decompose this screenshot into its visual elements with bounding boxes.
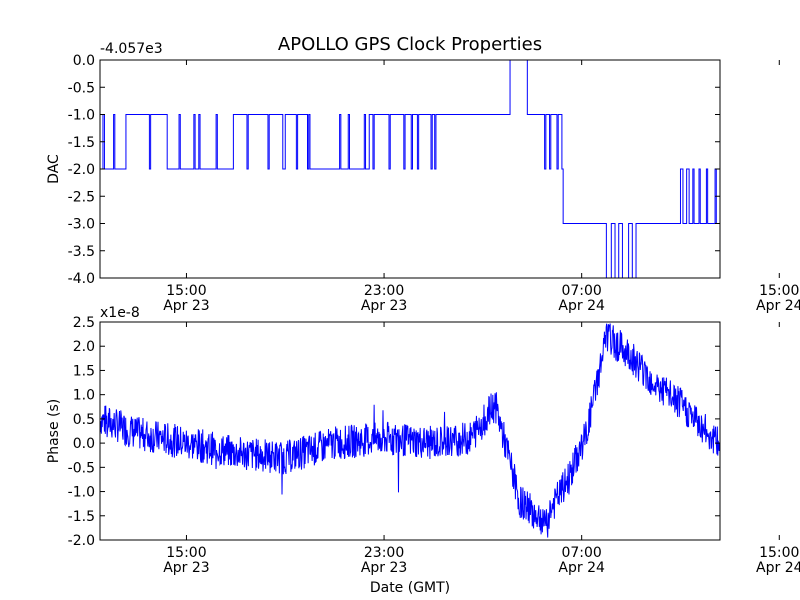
phase-xtick-date: Apr 23: [163, 560, 209, 576]
phase-xlabel: Date (GMT): [370, 580, 450, 596]
phase-ylabel: Phase (s): [46, 399, 62, 463]
dac-xtick-date: Apr 23: [163, 298, 209, 314]
dac-xtick-date: Apr 24: [756, 298, 800, 314]
dac-ticks: 0.0 -0.5 -1.0 -1.5 -2.0 -2.5 -3.0 -3.5 -4.0 15:00…: [68, 53, 800, 314]
dac-xtick-time: 07:00: [561, 283, 601, 299]
dac-series-line: [100, 60, 720, 278]
phase-axes: 2.52.01.51.00.50.0-0.5-1.0-1.5-2.015:00A…: [46, 305, 800, 596]
dac-ytick-label: -2.0: [68, 162, 95, 178]
phase-ytick-label: -2.0: [68, 533, 95, 549]
phase-ticks: 2.52.01.51.00.50.0-0.5-1.0-1.5-2.015:00A…: [68, 315, 800, 576]
dac-xtick-time: 23:00: [364, 283, 404, 299]
phase-ytick-label: 1.0: [73, 388, 95, 404]
phase-ytick-label: 2.0: [73, 339, 95, 355]
phase-offset-label: x1e-8: [100, 305, 140, 321]
phase-series-group: [100, 323, 720, 538]
phase-xtick-time: 15:00: [759, 545, 799, 561]
dac-ytick-label: -3.0: [68, 217, 95, 233]
dac-offset-label: -4.057e3: [100, 41, 163, 57]
phase-series-line: [100, 323, 720, 538]
dac-xtick-time: 15:00: [166, 283, 206, 299]
dac-xtick-time: 15:00: [759, 283, 799, 299]
dac-ytick-label: -4.0: [68, 271, 95, 287]
dac-ytick-label: -0.5: [68, 80, 95, 96]
phase-xtick-date: Apr 23: [361, 560, 407, 576]
phase-xtick-date: Apr 24: [756, 560, 800, 576]
phase-ytick-label: 1.5: [73, 363, 95, 379]
phase-xtick-date: Apr 24: [558, 560, 605, 576]
dac-ytick-label: -1.5: [68, 135, 95, 151]
dac-ylabel: DAC: [46, 154, 62, 184]
phase-ytick-label: 2.5: [73, 315, 95, 331]
dac-xtick-date: Apr 23: [361, 298, 407, 314]
phase-xtick-time: 15:00: [166, 545, 206, 561]
phase-axes-frame: [99, 321, 721, 541]
phase-ytick-label: -0.5: [68, 460, 95, 476]
phase-xtick-time: 07:00: [561, 545, 601, 561]
phase-ytick-label: 0.0: [73, 436, 95, 452]
dac-ytick-label: -1.0: [68, 108, 95, 124]
figure-title: APOLLO GPS Clock Properties: [278, 34, 542, 55]
phase-xtick-time: 23:00: [364, 545, 404, 561]
dac-axes: 0.0 -0.5 -1.0 -1.5 -2.0 -2.5 -3.0 -3.5 -4.0 15:00…: [46, 41, 800, 314]
dac-ytick-label: -3.5: [68, 244, 95, 260]
phase-ytick-label: 0.5: [73, 412, 95, 428]
dac-ytick-label: -2.5: [68, 189, 95, 205]
dac-ytick-label: 0.0: [73, 53, 95, 69]
dac-series-group: [100, 60, 720, 278]
dac-xtick-date: Apr 24: [558, 298, 605, 314]
phase-ytick-label: -1.5: [68, 509, 95, 525]
phase-ytick-label: -1.0: [68, 485, 95, 501]
